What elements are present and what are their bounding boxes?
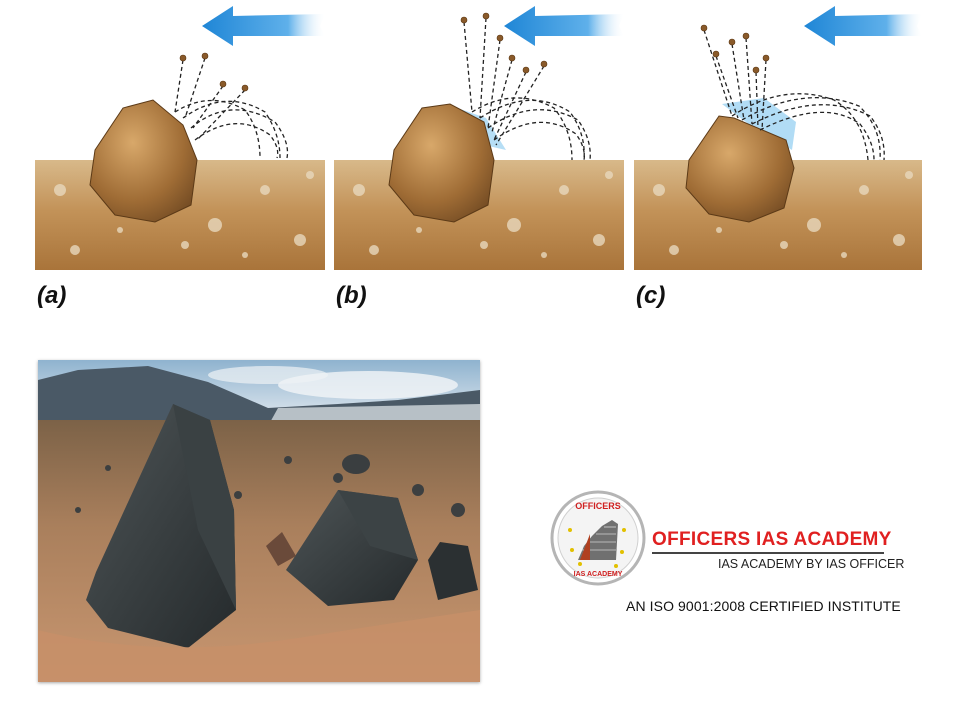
ventifact-rock-photo [38, 360, 480, 682]
wind-arrow-icon [202, 6, 325, 46]
panel-b-label: (b) [336, 282, 367, 309]
emblem-top-text: OFFICERS [575, 501, 621, 511]
emblem-bottom-text: IAS ACADEMY [574, 571, 623, 578]
academy-name: OFFICERS IAS ACADEMY [652, 529, 892, 550]
iso-certification-text: AN ISO 9001:2008 CERTIFIED INSTITUTE [626, 598, 901, 614]
wind-arrow-icon [504, 6, 624, 46]
panel-a-illustration [35, 6, 325, 270]
panel-a: (a) [35, 0, 335, 320]
rock [685, 115, 795, 223]
wind-arrow-icon [804, 6, 922, 46]
rock [388, 103, 495, 223]
panel-b: (b) [334, 0, 634, 320]
panel-c-illustration [634, 6, 922, 270]
academy-logo-block: OFFICERS IAS ACADEMY OFFICERS IAS ACADEM… [548, 490, 908, 620]
desert-landscape-image [38, 360, 480, 682]
panel-c: (c) [634, 0, 934, 320]
rock [89, 99, 198, 223]
panel-a-label: (a) [37, 282, 67, 309]
brand-divider [652, 552, 884, 554]
panel-b-illustration [334, 6, 624, 270]
panel-c-label: (c) [636, 282, 666, 309]
academy-tagline: IAS ACADEMY BY IAS OFFICER [718, 557, 905, 571]
academy-emblem-icon: OFFICERS IAS ACADEMY [550, 490, 646, 586]
